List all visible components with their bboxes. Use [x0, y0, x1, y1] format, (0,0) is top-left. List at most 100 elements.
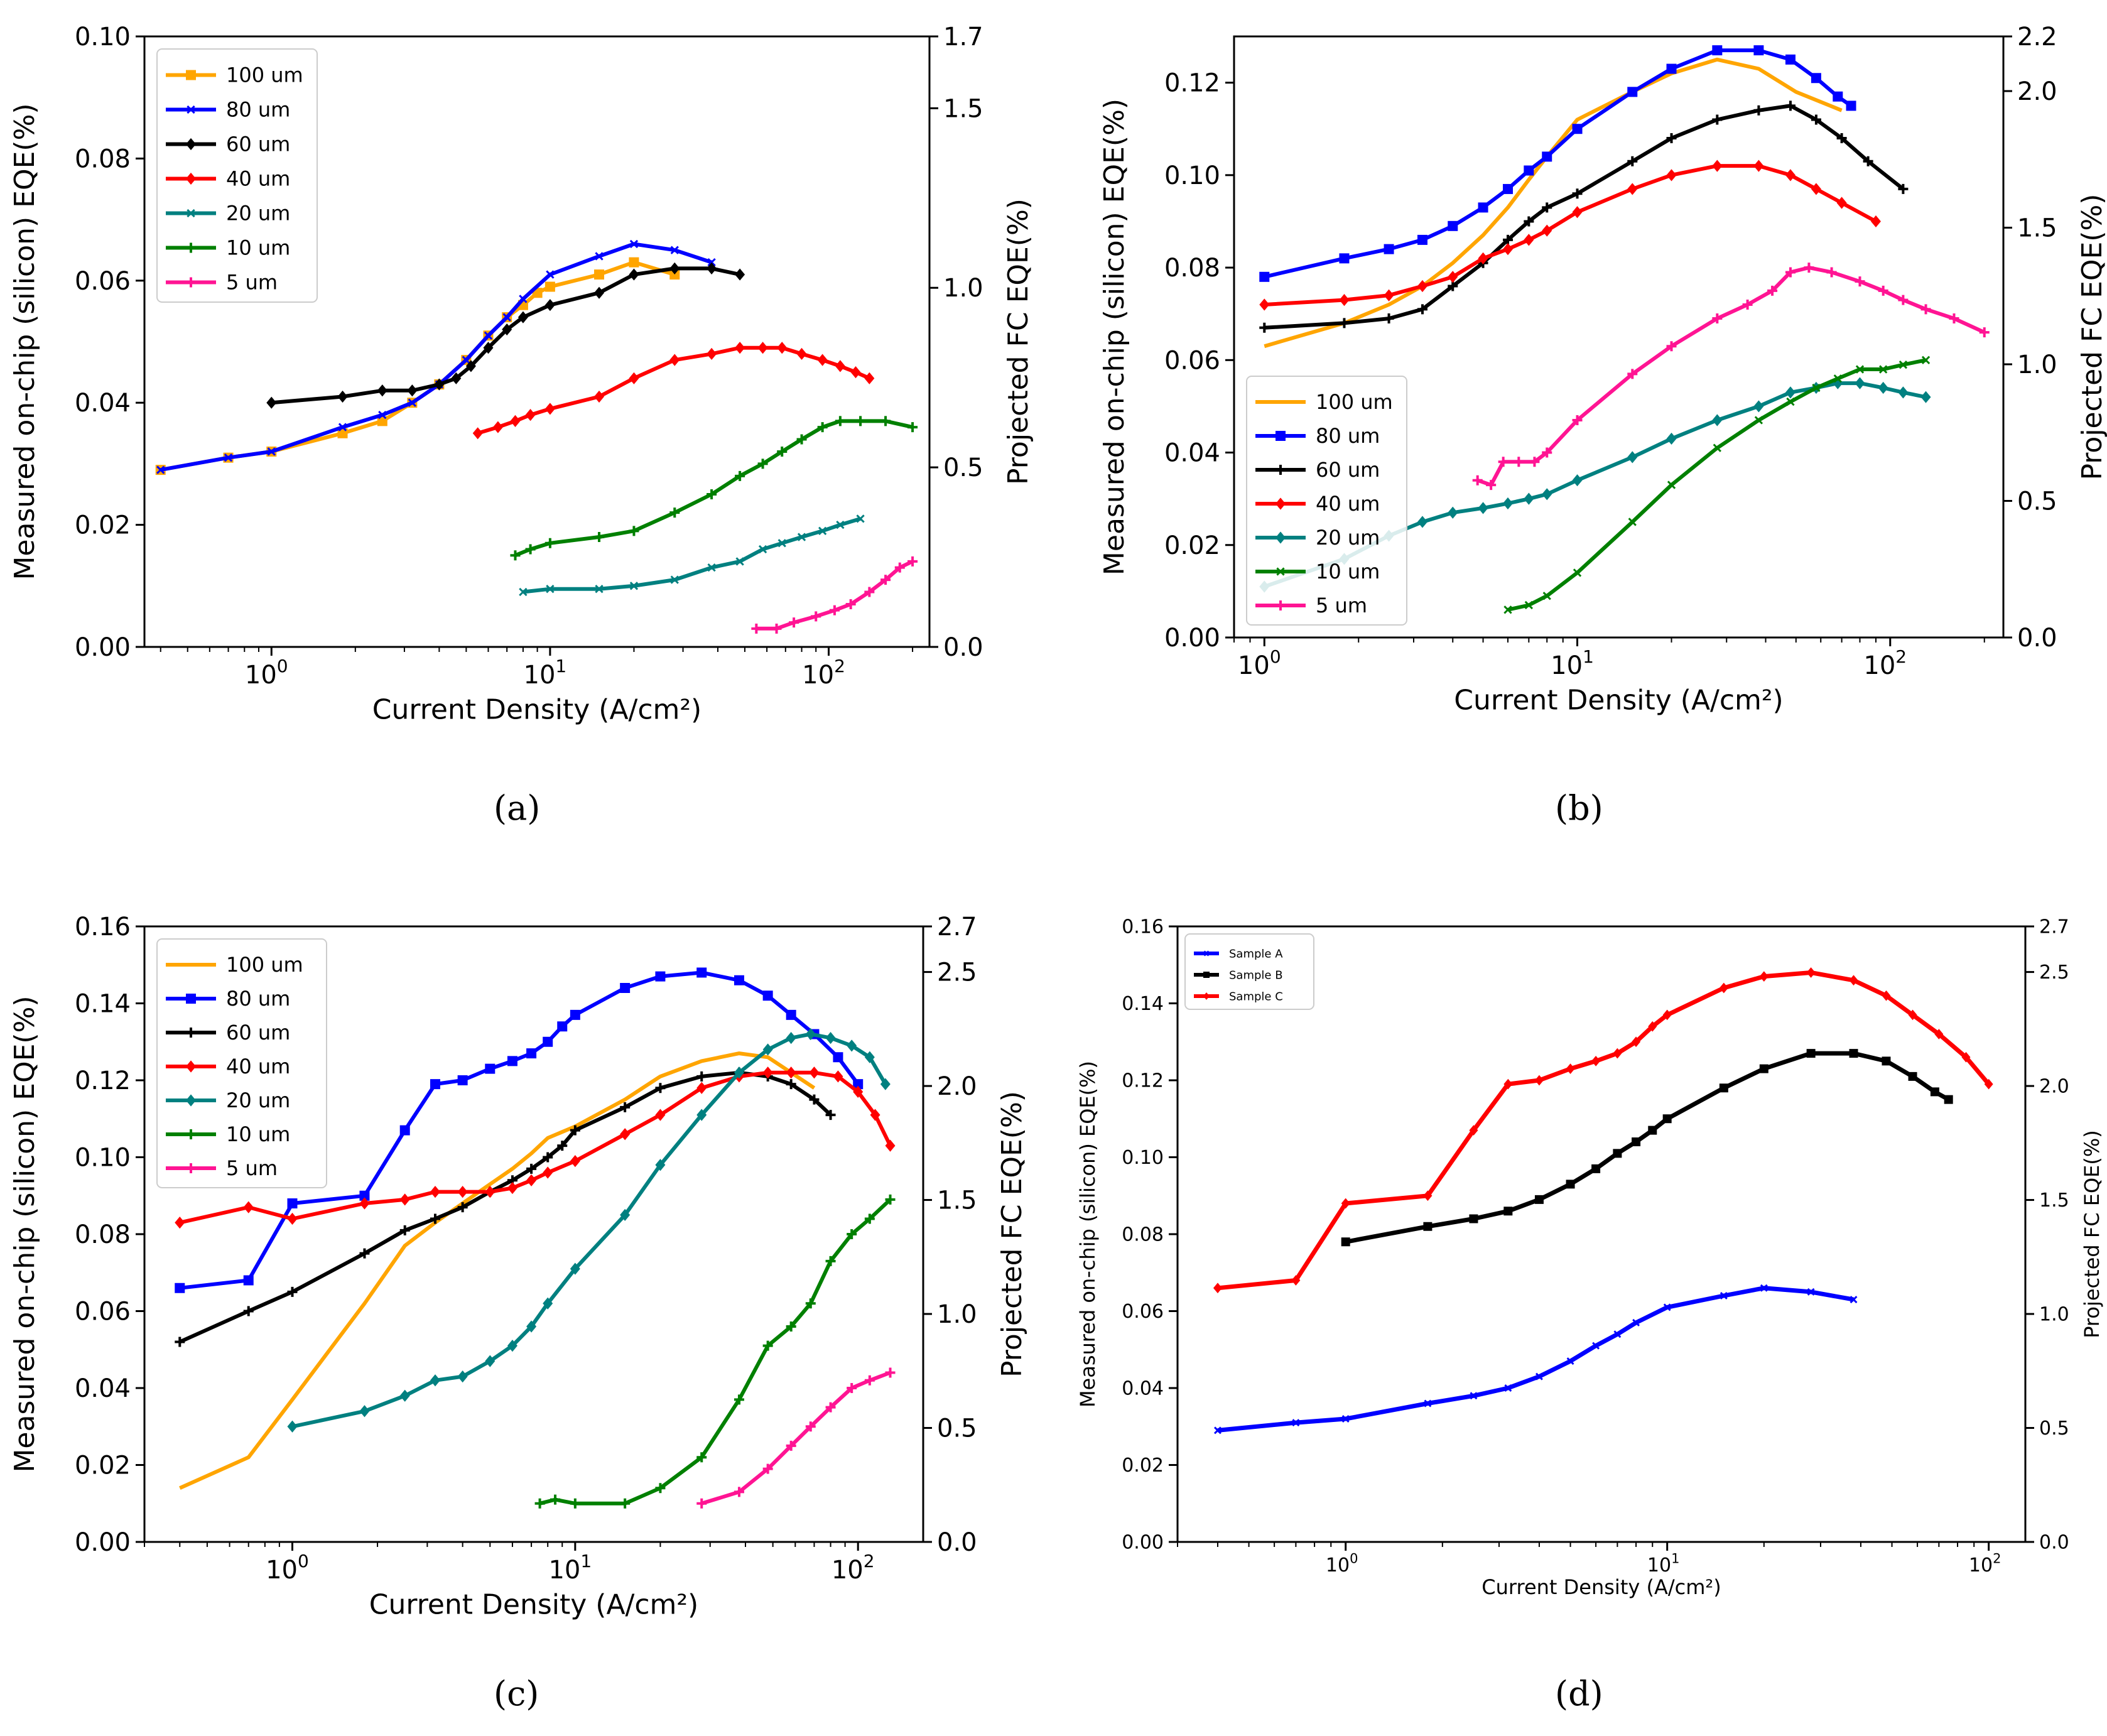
data-point — [1502, 497, 1513, 510]
data-point — [1384, 289, 1394, 301]
data-point — [457, 1202, 468, 1213]
data-point — [771, 623, 782, 634]
data-point — [1341, 1415, 1350, 1423]
data-point — [669, 354, 680, 366]
data-point — [1760, 1284, 1768, 1292]
data-point — [526, 1320, 537, 1333]
data-point — [1812, 383, 1821, 393]
data-point — [544, 538, 555, 548]
data-point — [224, 453, 233, 462]
legend-marker — [186, 172, 196, 185]
data-point — [845, 599, 856, 609]
data-point — [1417, 279, 1427, 293]
data-point — [762, 1066, 773, 1079]
panel-b-series-40-um — [1259, 160, 1881, 311]
data-point — [1341, 1237, 1350, 1247]
panel-b-y2label: Projected FC EQE(%) — [2076, 194, 2107, 480]
data-point — [483, 342, 494, 354]
panel-d-ytick-label: 0.04 — [1122, 1378, 1164, 1400]
panel-b-y2tick-label: 2.0 — [2017, 77, 2057, 106]
data-point — [1572, 206, 1583, 219]
data-point — [1898, 386, 1909, 399]
data-point — [1542, 488, 1552, 501]
data-point — [457, 1370, 468, 1383]
data-point — [1566, 1180, 1575, 1189]
panel-d-xtick-label: 102 — [1969, 1551, 2001, 1577]
data-point — [1214, 1426, 1221, 1435]
data-point — [1628, 518, 1637, 526]
data-point — [1502, 183, 1513, 194]
panel-b-series-20-um — [1259, 377, 1931, 593]
data-point — [847, 1383, 857, 1393]
data-point — [1930, 1087, 1939, 1097]
data-point — [1663, 1303, 1671, 1311]
data-point — [805, 1298, 816, 1309]
panel-a-xlabel: Current Density (A/cm²) — [372, 693, 701, 725]
data-point — [850, 366, 861, 379]
series-line — [756, 560, 914, 631]
data-point — [1566, 1357, 1574, 1365]
data-point — [485, 1063, 496, 1074]
data-point — [430, 1374, 440, 1387]
data-point — [825, 1256, 836, 1266]
legend-label: 60 um — [226, 1021, 290, 1044]
data-point — [507, 1340, 517, 1352]
panel-c-y2tick-label: 1.0 — [937, 1300, 977, 1329]
data-point — [1753, 105, 1764, 116]
data-point — [620, 1128, 631, 1141]
data-point — [1806, 1049, 1816, 1058]
data-point — [525, 409, 536, 421]
series-line — [271, 266, 740, 405]
data-point — [287, 1420, 298, 1433]
panel-c-ytick-label: 0.08 — [75, 1220, 131, 1249]
data-point — [1627, 183, 1638, 195]
data-point — [1572, 124, 1583, 134]
data-point — [1384, 313, 1394, 324]
data-point — [811, 611, 821, 622]
panel-a-ytick-label: 0.06 — [75, 267, 131, 296]
data-point — [267, 447, 276, 456]
panel-b-legend: 100 um 80 um 60 um 40 um 20 um 10 um 5 um — [1246, 376, 1407, 626]
data-point — [544, 299, 555, 312]
legend-label: 10 um — [1316, 560, 1380, 583]
caption-b: (b) — [1555, 788, 1603, 828]
caption-d: (d) — [1555, 1674, 1603, 1713]
data-point — [796, 347, 807, 361]
panel-a-ylabel: Measured on-chip (silicon) EQE(%) — [9, 103, 41, 580]
data-point — [669, 507, 680, 518]
data-point — [546, 270, 555, 279]
data-point — [359, 1405, 370, 1418]
data-point — [833, 1070, 843, 1083]
data-point — [1648, 1126, 1657, 1135]
data-point — [1666, 133, 1677, 143]
data-point — [734, 975, 744, 985]
data-point — [1908, 1071, 1917, 1081]
legend-label: 20 um — [226, 202, 290, 225]
data-point — [734, 1066, 744, 1079]
data-point — [1666, 63, 1677, 74]
panel-d-ytick-label: 0.08 — [1122, 1224, 1164, 1246]
legend-marker — [1203, 950, 1210, 957]
data-point — [1572, 474, 1583, 487]
data-point — [1478, 502, 1488, 514]
panel-b-y2tick-label: 1.5 — [2017, 214, 2057, 243]
data-point — [570, 1009, 580, 1020]
caption-a: (a) — [494, 788, 541, 828]
data-point — [853, 1079, 864, 1090]
data-point — [1720, 1292, 1728, 1299]
data-point — [1503, 1078, 1513, 1090]
data-point — [1785, 54, 1796, 65]
data-point — [847, 1039, 857, 1052]
data-point — [1753, 45, 1764, 56]
panel-c-series-80-um — [175, 967, 864, 1293]
data-point — [777, 446, 788, 457]
legend-marker — [1276, 600, 1286, 610]
data-point — [175, 1217, 185, 1229]
legend-marker — [1276, 465, 1286, 475]
data-point — [1339, 294, 1350, 307]
data-point — [880, 1078, 891, 1090]
panel-a-y2tick-label: 1.5 — [943, 94, 983, 123]
panel-c-xtick-label: 101 — [548, 1551, 592, 1585]
panel-a-series-20-um — [519, 514, 865, 597]
panel-d-xtick-label: 100 — [1326, 1551, 1358, 1577]
